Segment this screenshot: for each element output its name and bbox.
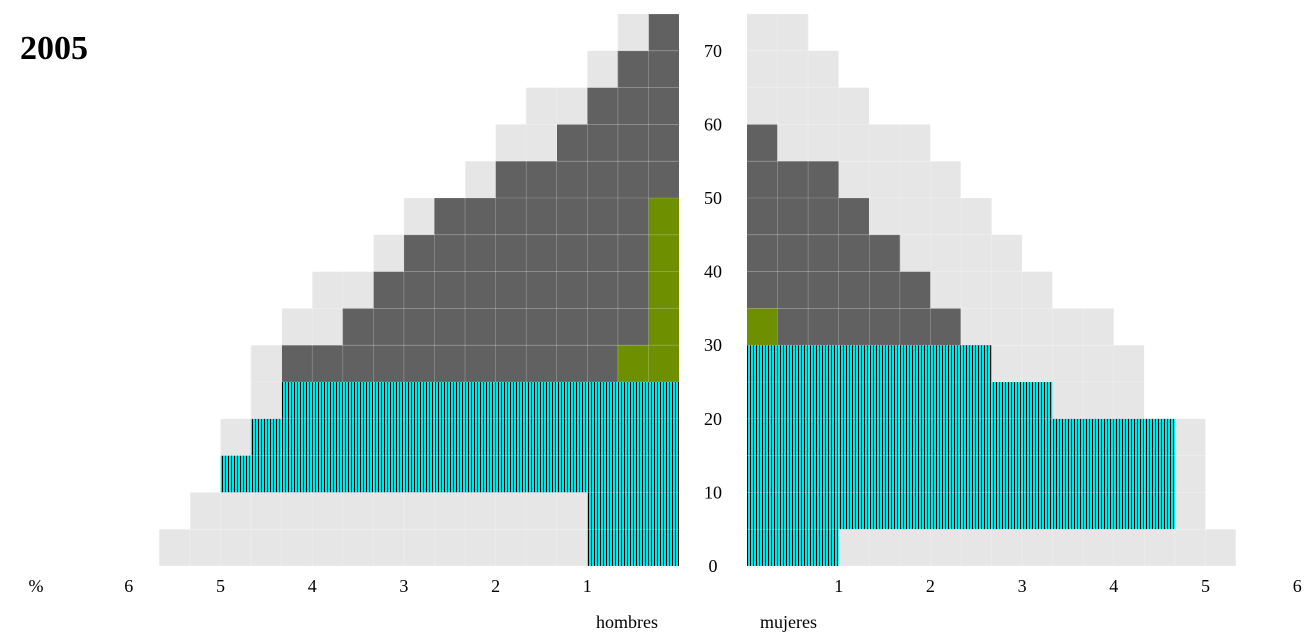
age-tick-label: 40	[704, 262, 722, 282]
age-tick-label: 20	[704, 409, 722, 429]
male-dark-bar-65-69	[617, 50, 679, 88]
male-green-bar-35-39	[648, 271, 679, 309]
male-green-bar-45-49	[648, 198, 679, 235]
male-x-tick-label: 1	[583, 576, 592, 596]
male-dark-bar-35-39	[373, 271, 679, 309]
age-tick-label: 50	[704, 188, 722, 208]
male-dark-bar-60-64	[587, 87, 679, 125]
male-dark-bar-50-54	[495, 161, 679, 198]
male-cyan-bar-20-24	[281, 382, 679, 419]
female-label: mujeres	[760, 612, 817, 632]
male-dark-bar-55-59	[557, 124, 679, 162]
female-cyan-bar-15-19	[747, 418, 1176, 456]
male-x-tick-label: 3	[399, 576, 408, 596]
female-dark-bar-35-39	[747, 271, 931, 309]
female-x-tick-label: 1	[834, 576, 843, 596]
age-tick-label: 30	[704, 335, 722, 355]
female-cyan-bar-0-4	[747, 529, 839, 566]
female-x-tick-label: 4	[1109, 576, 1118, 596]
female-x-tick-label: 3	[1018, 576, 1027, 596]
age-tick-label: 70	[704, 41, 722, 61]
male-dark-bar-25-29	[281, 345, 679, 382]
male-green-bar-30-34	[648, 308, 679, 346]
female-background-bar-65-69	[747, 50, 839, 88]
female-background-bar-60-64	[747, 87, 869, 125]
age-tick-label: 0	[709, 556, 718, 576]
male-dark-bar-40-44	[403, 234, 679, 272]
male-x-tick-label: 5	[216, 576, 225, 596]
male-label: hombres	[596, 612, 658, 632]
male-cyan-bar-5-9	[587, 492, 679, 530]
female-x-tick-label: 2	[926, 576, 935, 596]
female-x-tick-label: 5	[1201, 576, 1210, 596]
female-x-tick-label: 6	[1293, 576, 1302, 596]
female-cyan-bar-5-9	[747, 492, 1176, 530]
cyan-bars-group	[220, 345, 1176, 566]
female-background-bar-55-59	[747, 124, 931, 162]
labels-group: 0 10 20 30 40 50 60 70 1 1 2 2 3 3 4 4 5 5 6 6%	[29, 41, 1302, 596]
female-dark-bar-45-49	[747, 198, 869, 235]
female-dark-bar-30-34	[747, 308, 961, 346]
female-cyan-bar-25-29	[747, 345, 992, 382]
male-cyan-bar-15-19	[250, 418, 680, 456]
male-x-tick-label: 4	[308, 576, 317, 596]
female-cyan-bar-10-14	[747, 455, 1176, 493]
female-dark-bar-50-54	[747, 161, 839, 198]
x-unit-label: %	[29, 576, 44, 596]
female-cyan-bar-20-24	[747, 382, 1053, 419]
chart-title: 2005	[20, 30, 88, 67]
female-background-bar-70-74	[747, 14, 809, 51]
male-dark-bar-70-74	[648, 14, 679, 51]
age-tick-label: 10	[704, 482, 722, 502]
male-dark-bar-30-34	[342, 308, 679, 346]
male-dark-bar-45-49	[434, 198, 679, 235]
male-green-bar-25-29	[617, 345, 679, 382]
male-green-bar-40-44	[648, 234, 679, 272]
female-dark-bar-40-44	[747, 234, 901, 272]
age-tick-label: 60	[704, 114, 722, 134]
male-x-tick-label: 2	[491, 576, 500, 596]
male-cyan-bar-10-14	[220, 455, 679, 493]
grid-lines-group	[128, 13, 1298, 567]
female-dark-bar-55-59	[747, 124, 778, 162]
male-x-tick-label: 6	[124, 576, 133, 596]
female-green-bar-30-34	[747, 308, 778, 346]
male-cyan-bar-0-4	[587, 529, 679, 566]
